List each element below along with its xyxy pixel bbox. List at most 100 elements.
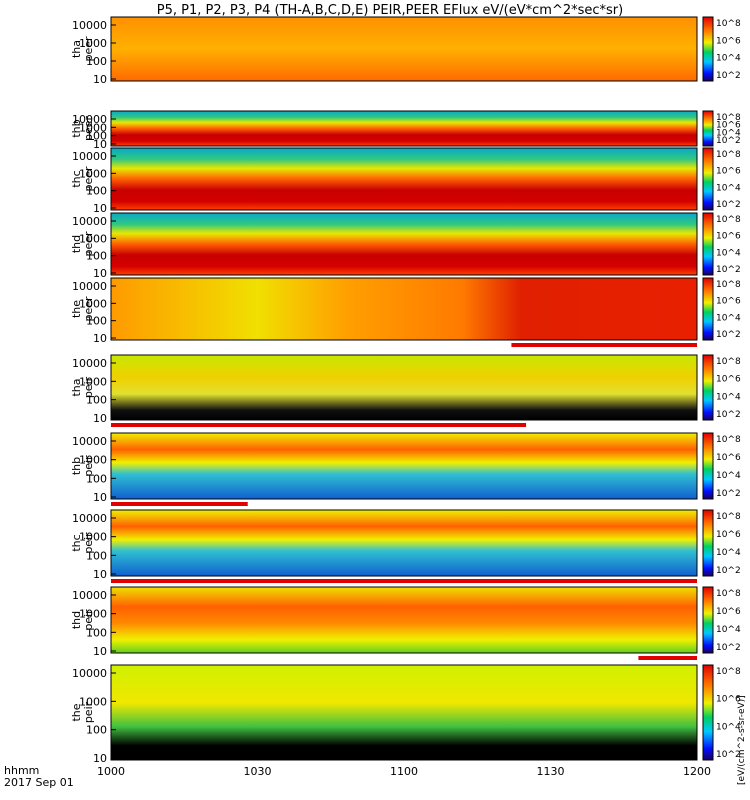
colorbar-tick-label: 10^4	[716, 471, 741, 481]
panel-label-probe: the	[70, 300, 83, 318]
y-tick-label: 10	[93, 138, 107, 151]
colorbar-tick-label: 10^8	[716, 435, 741, 445]
panel-thd-peir: 10000 1000 100 10 thd peir 10^2 10^4 10^6 10^8	[70, 586, 741, 660]
y-tick-label: 1000	[79, 297, 107, 310]
panel-frame	[110, 212, 698, 276]
colorbar-tick-label: 10^4	[716, 248, 741, 258]
colorbar-tick-label: 10^6	[716, 453, 741, 463]
panel-label-product: peir	[82, 455, 95, 477]
colorbar-tick-label: 10^2	[716, 200, 741, 210]
colorbar-tick-label: 10^6	[716, 121, 741, 131]
panel-frame	[110, 432, 698, 500]
y-tick-label: 10	[93, 267, 107, 280]
panel-frame	[110, 509, 698, 577]
colorbar-tick-label: 10^4	[716, 392, 741, 402]
colorbar-tick-label: 10^4	[716, 313, 741, 323]
panel-label-product: peir	[82, 376, 95, 398]
y-tick-label: 10000	[72, 667, 107, 680]
y-tick-label: 1000	[79, 695, 107, 708]
panel-label-product: peer	[82, 231, 95, 257]
colorbar-tick-label: 10^2	[716, 643, 741, 653]
colorbar-tick-label: 10^2	[716, 566, 741, 576]
y-tick-label: 100	[86, 315, 107, 328]
panel-label-probe: thd	[70, 235, 83, 253]
colorbar-tick-label: 10^2	[716, 71, 741, 81]
panel-label-probe: tha	[70, 40, 83, 58]
panel-the-peir: 10000 1000 100 10 the peir 10^2 10^4 10^6 10^8	[70, 664, 741, 765]
y-tick-label: 10000	[72, 113, 107, 126]
spectrogram-image	[111, 665, 697, 760]
colorbar-tick-label: 10^2	[716, 489, 741, 499]
colorbar-tick-label: 10^8	[716, 215, 741, 225]
status-bar	[638, 656, 697, 660]
y-tick-label: 10000	[72, 589, 107, 602]
colorbar-tick-label: 10^4	[716, 625, 741, 635]
status-bar	[111, 579, 697, 583]
colorbar-tick-label: 10^6	[716, 607, 741, 617]
colorbar	[702, 16, 714, 82]
panel-label-product: peir	[82, 532, 95, 554]
colorbar-tick-label: 10^8	[716, 512, 741, 522]
y-tick-label: 10	[93, 491, 107, 504]
colorbar-tick-label: 10^4	[716, 128, 741, 138]
x-axis-date-label: 2017 Sep 01	[4, 776, 74, 789]
colorbar-tick-label: 10^4	[716, 54, 741, 64]
y-tick-label: 1000	[79, 608, 107, 621]
colorbar-tick-label: 10^8	[716, 113, 741, 123]
y-tick-label: 10000	[72, 19, 107, 32]
panel-thc-peer: 10000 1000 100 10 thc peer 10^2 10^4 10^6 10^8	[70, 147, 741, 215]
y-tick-label: 1000	[79, 531, 107, 544]
panel-label-probe: thb	[70, 457, 83, 475]
colorbar-tick-label: 10^8	[716, 357, 741, 367]
y-tick-label: 10000	[72, 280, 107, 293]
y-tick-label: 1000	[79, 375, 107, 388]
panel-the-peer: 10000 1000 100 10 the peer 10^2 10^4 10^6 10^8	[70, 277, 741, 347]
y-tick-label: 100	[86, 185, 107, 198]
y-tick-label: 1000	[79, 37, 107, 50]
colorbar-tick-label: 10^6	[716, 530, 741, 540]
panel-thd-peer: 10000 1000 100 10 thd peer 10^2 10^4 10^6 10^8	[70, 212, 741, 280]
colorbar-tick-label: 10^8	[716, 667, 741, 677]
panel-tha-peer: 10000 1000 100 10 tha peer 10^2 10^4 10^6 10^8	[70, 16, 741, 86]
y-tick-label: 1000	[79, 121, 107, 134]
colorbar-tick-label: 10^6	[716, 36, 741, 46]
y-tick-label: 100	[86, 549, 107, 562]
panel-label-product: peer	[82, 296, 95, 322]
y-tick-label: 10	[93, 645, 107, 658]
y-tick-label: 10000	[72, 150, 107, 163]
y-tick-label: 1000	[79, 454, 107, 467]
panel-label-probe: thb	[70, 119, 83, 137]
panel-frame	[110, 277, 698, 341]
spectrogram-image	[111, 17, 697, 81]
y-tick-label: 10000	[72, 215, 107, 228]
x-tick-label: 1030	[244, 765, 272, 778]
status-bar	[511, 343, 697, 347]
spectrogram-image	[111, 111, 697, 146]
colorbar	[702, 509, 714, 577]
panel-label-product: peir	[82, 701, 95, 723]
colorbar-tick-label: 10^6	[716, 167, 741, 177]
y-tick-label: 10000	[72, 435, 107, 448]
colorbar-tick-label: 10^2	[716, 330, 741, 340]
x-axis-unit-label: hhmm	[4, 764, 39, 777]
y-tick-label: 1000	[79, 167, 107, 180]
y-tick-label: 100	[86, 472, 107, 485]
colorbar	[702, 354, 714, 421]
y-tick-label: 100	[86, 130, 107, 143]
panel-frame	[110, 16, 698, 82]
colorbar	[702, 147, 714, 211]
colorbar-tick-label: 10^6	[716, 375, 741, 385]
x-tick-label: 1000	[97, 765, 125, 778]
panel-frame	[110, 147, 698, 211]
colorbar-tick-label: 10^6	[716, 232, 741, 242]
colorbar-tick-label: 10^2	[716, 136, 741, 146]
colorbar	[702, 586, 714, 654]
y-tick-label: 100	[86, 394, 107, 407]
y-tick-label: 10	[93, 412, 107, 425]
panel-frame	[110, 110, 698, 147]
panel-label-probe: the	[70, 703, 83, 721]
panel-label-product: peir	[82, 609, 95, 631]
y-tick-label: 100	[86, 55, 107, 68]
panel-thb-peir: 10000 1000 100 10 thb peir 10^2 10^4 10^6 10^8	[70, 432, 741, 506]
